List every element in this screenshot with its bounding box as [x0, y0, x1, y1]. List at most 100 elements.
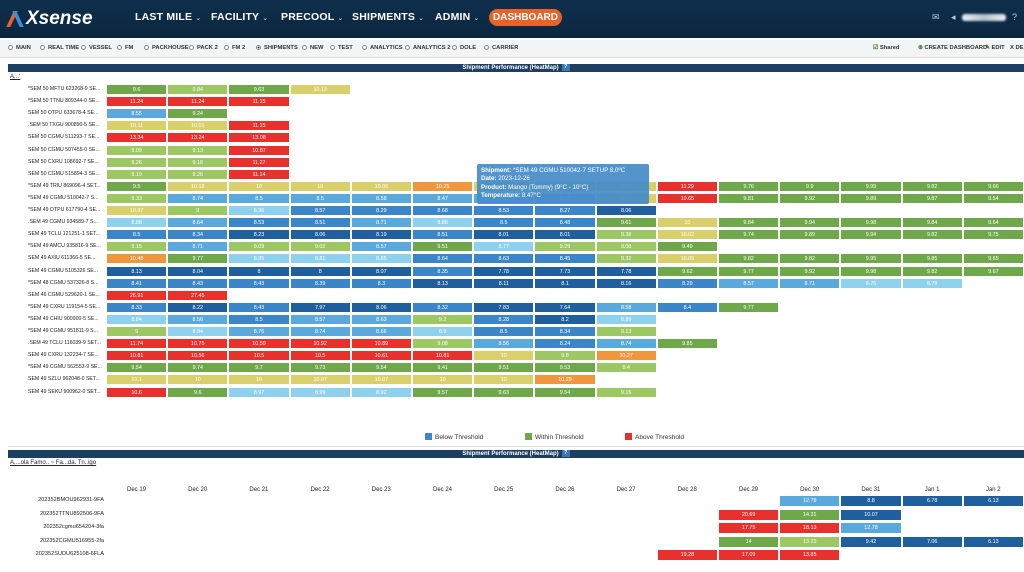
heatmap1-cell[interactable]: 8.74: [167, 192, 229, 204]
heatmap1-cell[interactable]: 8: [289, 265, 351, 277]
xsense-logo[interactable]: Xsense: [8, 8, 93, 30]
heatmap1-cell[interactable]: 8.27: [534, 205, 596, 216]
heatmap2-cell[interactable]: 9.42: [840, 535, 902, 548]
heatmap1-row-label[interactable]: *SEM 48 CGMU 537326-8 S...: [28, 279, 99, 286]
heatmap1-cell[interactable]: 8.06: [289, 229, 351, 241]
heatmap1-cell[interactable]: 8.85: [228, 253, 290, 265]
tab-pack-2[interactable]: PACK 2: [189, 45, 218, 51]
heatmap1-cell[interactable]: 9.53: [534, 362, 596, 374]
heatmap1-cell[interactable]: 9.89: [840, 192, 902, 204]
heatmap1-cell[interactable]: 8.06: [350, 301, 412, 313]
heatmap1-cell[interactable]: 9.49: [656, 241, 718, 253]
heatmap1-cell[interactable]: 11.14: [228, 168, 290, 180]
heatmap1-row-label[interactable]: SEM 50 CGMU 507455-0 SE...: [28, 146, 100, 153]
heatmap1-row-label[interactable]: SEM 50 CGMU 515894-3 SE...: [28, 170, 100, 177]
heatmap1-cell[interactable]: 9.73: [289, 362, 351, 374]
heatmap1-cell[interactable]: 10.07: [289, 374, 351, 386]
heatmap1-cell[interactable]: 7.83: [473, 301, 535, 313]
heatmap1-cell[interactable]: 7.97: [289, 301, 351, 313]
heatmap1-cell[interactable]: 8.9: [412, 326, 474, 337]
heatmap1-row-label[interactable]: SEM 46 CGMU 529620-1 SE...: [28, 291, 100, 298]
heatmap1-cell[interactable]: 9.9: [779, 180, 841, 192]
heatmap1-cell[interactable]: 10.18: [167, 180, 229, 192]
heatmap2-cell[interactable]: 12.78: [840, 522, 902, 535]
heatmap1-cell[interactable]: 10.25: [412, 180, 474, 192]
heatmap1-cell[interactable]: 8.11: [473, 277, 535, 289]
heatmap1-cell[interactable]: 9.54: [534, 386, 596, 398]
heatmap1-cell[interactable]: 8.76: [840, 277, 902, 289]
heatmap1-cell[interactable]: 9.63: [228, 84, 290, 95]
heatmap1-cell[interactable]: 8.3: [350, 277, 412, 289]
heatmap1-cell[interactable]: 9.94: [779, 217, 841, 229]
heatmap1-cell[interactable]: 10.5: [289, 350, 351, 362]
heatmap1-cell[interactable]: 9.87: [901, 192, 963, 204]
nav-shipments[interactable]: SHIPMENTS ⌄: [352, 11, 424, 23]
tab-fm[interactable]: FM: [117, 45, 133, 51]
heatmap1-cell[interactable]: 9.98: [840, 265, 902, 277]
heatmap1-cell[interactable]: 9.51: [412, 241, 474, 253]
heatmap1-cell[interactable]: 9.19: [106, 168, 168, 180]
heatmap1-cell[interactable]: 9.6: [167, 386, 229, 398]
heatmap1-cell[interactable]: 10.27: [595, 350, 657, 362]
heatmap1-cell[interactable]: 8.63: [350, 313, 412, 325]
heatmap1-row-label[interactable]: *SEM 50 MFTU 623268-9 SE...: [28, 86, 101, 92]
nav-dashboard-button[interactable]: DASHBOARD: [489, 9, 562, 26]
heatmap2-cell[interactable]: 14.31: [779, 508, 841, 521]
heatmap1-cell[interactable]: 8.43: [228, 277, 290, 289]
heatmap1-row-label[interactable]: *SEM 49 CHIU 900900-5 SE...: [28, 315, 99, 322]
heatmap1-cell[interactable]: 8.1: [534, 277, 596, 289]
heatmap1-cell[interactable]: 8.58: [595, 301, 657, 313]
heatmap1-cell[interactable]: 8.5: [228, 192, 290, 204]
panel2-help-icon[interactable]: ?: [561, 450, 570, 457]
heatmap1-cell[interactable]: 9.08: [595, 241, 657, 253]
heatmap1-cell[interactable]: 10.1: [106, 374, 168, 386]
heatmap1-cell[interactable]: 9.6: [106, 84, 168, 95]
heatmap1-cell[interactable]: 10.59: [228, 338, 290, 350]
heatmap1-row-label[interactable]: SEM 49 AXIU 611366-5 SE...: [28, 255, 96, 262]
legend-within[interactable]: Within Threshold: [525, 433, 584, 441]
heatmap1-cell[interactable]: 9.4: [595, 362, 657, 374]
heatmap2-cell[interactable]: 13.23: [779, 535, 841, 548]
heatmap1-cell[interactable]: 8.84: [106, 313, 168, 325]
heatmap1-cell[interactable]: 8.23: [228, 229, 290, 241]
heatmap2-cell[interactable]: 17.75: [718, 522, 780, 535]
heatmap1-cell[interactable]: 8.5: [473, 217, 535, 229]
heatmap1-cell[interactable]: 11.24: [106, 96, 168, 108]
heatmap1-cell[interactable]: 10.61: [350, 350, 412, 362]
heatmap1-cell[interactable]: 8.96: [228, 205, 290, 216]
heatmap1-cell[interactable]: 9.5: [106, 180, 168, 192]
heatmap1-cell[interactable]: 8.13: [412, 277, 474, 289]
heatmap1-cell[interactable]: 8.07: [350, 265, 412, 277]
heatmap1-cell[interactable]: 9: [167, 205, 229, 216]
heatmap1-cell[interactable]: 9.82: [901, 229, 963, 241]
heatmap1-cell[interactable]: 8.64: [412, 253, 474, 265]
heatmap2-cell[interactable]: 18.13: [779, 522, 841, 535]
heatmap1-cell[interactable]: 8.71: [350, 217, 412, 229]
heatmap1-row-label[interactable]: SEM 50 OTPU 633678-4 SE...: [28, 110, 99, 117]
heatmap1-cell[interactable]: 10.65: [656, 192, 718, 204]
heatmap1-cell[interactable]: 9.02: [289, 241, 351, 253]
heatmap1-cell[interactable]: 9.64: [962, 217, 1024, 229]
heatmap1-cell[interactable]: 8.13: [106, 265, 168, 277]
heatmap1-cell[interactable]: 9.61: [595, 217, 657, 229]
heatmap1-cell[interactable]: 9.81: [718, 192, 780, 204]
heatmap1-cell[interactable]: 10.13: [289, 84, 351, 95]
heatmap1-cell[interactable]: 8.5: [106, 229, 168, 241]
heatmap1-cell[interactable]: 8.24: [534, 338, 596, 350]
heatmap1-cell[interactable]: 9.77: [167, 253, 229, 265]
heatmap1-cell[interactable]: 10.29: [534, 374, 596, 386]
heatmap2-cell[interactable]: 19.28: [656, 549, 718, 562]
heatmap2-cell[interactable]: 7.06: [901, 535, 963, 548]
heatmap1-cell[interactable]: 9.26: [167, 168, 229, 180]
heatmap2-cell[interactable]: 14: [718, 535, 780, 548]
heatmap1-row-label[interactable]: *SEM 50 TTNU 809344-0 SE...: [28, 98, 100, 105]
heatmap1-cell[interactable]: 9.77: [718, 265, 780, 277]
heatmap2-row-label[interactable]: 202352CGMU516955-2fa: [39, 537, 104, 544]
heatmap1-cell[interactable]: 9.09: [228, 241, 290, 253]
heatmap1-cell[interactable]: 8.57: [289, 205, 351, 216]
heatmap1-cell[interactable]: 8.66: [350, 326, 412, 337]
heatmap1-cell[interactable]: 9.15: [106, 241, 168, 253]
heatmap1-cell[interactable]: 9.82: [718, 253, 780, 265]
heatmap2-cell[interactable]: 20.69: [718, 508, 780, 521]
heatmap1-cell[interactable]: 9.98: [840, 217, 902, 229]
